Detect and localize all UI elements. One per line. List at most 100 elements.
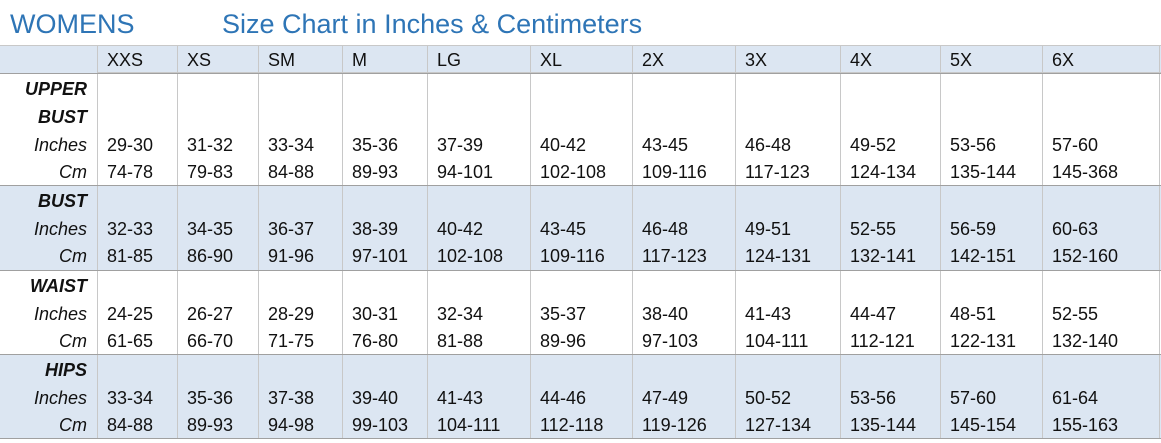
cell: 155-163: [1052, 415, 1119, 435]
grid-line: [97, 45, 98, 438]
cell: 81-88: [437, 331, 484, 351]
section-title: BUST: [38, 191, 87, 211]
cell: 26-27: [187, 304, 234, 324]
size-header: 5X: [950, 50, 973, 70]
cell: 84-88: [268, 162, 315, 182]
size-header: 6X: [1052, 50, 1075, 70]
cell: 43-45: [540, 219, 587, 239]
cell: 112-121: [850, 331, 915, 351]
cell: 81-85: [107, 246, 154, 266]
cell: 97-101: [352, 246, 409, 266]
cell: 109-116: [642, 162, 707, 182]
cell: 44-47: [850, 304, 897, 324]
row-label: Inches: [33, 219, 87, 239]
cell: 89-93: [352, 162, 399, 182]
cell: 48-51: [950, 304, 997, 324]
grid-line: [940, 45, 941, 438]
cell: 124-131: [745, 246, 812, 266]
cell: 104-111: [437, 415, 501, 435]
grid-line: [530, 45, 531, 438]
grid-line: [1159, 45, 1160, 438]
size-header: XL: [540, 50, 563, 70]
cell: 127-134: [745, 415, 812, 435]
cell: 38-40: [642, 304, 689, 324]
size-header: XS: [187, 50, 212, 70]
cell: 61-65: [107, 331, 154, 351]
grid-line: [97, 72, 1161, 73]
row-label: Cm: [59, 162, 87, 182]
cell: 71-75: [268, 331, 315, 351]
cell: 76-80: [352, 331, 399, 351]
cell: 28-29: [268, 304, 315, 324]
cell: 119-126: [642, 415, 707, 435]
size-header: 3X: [745, 50, 768, 70]
cell: 145-368: [1052, 162, 1119, 182]
cell: 44-46: [540, 388, 587, 408]
cell: 109-116: [540, 246, 605, 266]
cell: 99-103: [352, 415, 409, 435]
cell: 94-98: [268, 415, 315, 435]
cell: 29-30: [107, 135, 154, 155]
section-bg: [0, 185, 1161, 270]
cell: 40-42: [540, 135, 587, 155]
cell: 49-52: [850, 135, 897, 155]
row-label: Inches: [33, 135, 87, 155]
cell: 46-48: [745, 135, 792, 155]
cell: 117-123: [642, 246, 707, 266]
size-header: SM: [268, 50, 295, 70]
section-title: UPPER: [24, 79, 87, 99]
grid-line: [632, 45, 633, 438]
cell: 32-34: [437, 304, 484, 324]
cell: 43-45: [642, 135, 689, 155]
cell: 132-140: [1052, 331, 1119, 351]
cell: 94-101: [437, 162, 494, 182]
cell: 50-52: [745, 388, 792, 408]
section-line: [0, 438, 1161, 439]
cell: 57-60: [950, 388, 997, 408]
grid-line: [1042, 45, 1043, 438]
grid-line: [735, 45, 736, 438]
section-title: BUST: [38, 107, 87, 127]
section-line: [0, 270, 1161, 271]
cell: 41-43: [745, 304, 792, 324]
size-header: 4X: [850, 50, 873, 70]
cell: 79-83: [187, 162, 234, 182]
cell: 91-96: [268, 246, 315, 266]
cell: 142-151: [950, 246, 1017, 266]
row-label: Cm: [59, 331, 87, 351]
section-title: WAIST: [30, 276, 87, 296]
cell: 35-36: [187, 388, 234, 408]
cell: 102-108: [540, 162, 607, 182]
row-label: Cm: [59, 415, 87, 435]
cell: 66-70: [187, 331, 234, 351]
cell: 39-40: [352, 388, 399, 408]
cell: 37-39: [437, 135, 484, 155]
row-label: Cm: [59, 246, 87, 266]
cell: 41-43: [437, 388, 484, 408]
section-line: [0, 185, 1161, 186]
section-line: [0, 354, 1161, 355]
cell: 104-111: [745, 331, 809, 351]
cell: 132-141: [850, 246, 917, 266]
cell: 117-123: [745, 162, 810, 182]
cell: 124-134: [850, 162, 917, 182]
cell: 33-34: [107, 388, 154, 408]
cell: 97-103: [642, 331, 699, 351]
cell: 46-48: [642, 219, 689, 239]
grid-line: [342, 45, 343, 438]
grid-line: [840, 45, 841, 438]
grid-line: [0, 45, 1161, 46]
cell: 35-37: [540, 304, 587, 324]
cell: 60-63: [1052, 219, 1099, 239]
section-line: [0, 73, 1161, 74]
cell: 61-64: [1052, 388, 1099, 408]
cell: 30-31: [352, 304, 399, 324]
cell: 102-108: [437, 246, 504, 266]
cell: 49-51: [745, 219, 792, 239]
grid-line: [258, 45, 259, 438]
cell: 34-35: [187, 219, 234, 239]
cell: 74-78: [107, 162, 154, 182]
cell: 33-34: [268, 135, 315, 155]
cell: 135-144: [850, 415, 917, 435]
cell: 145-154: [950, 415, 1017, 435]
